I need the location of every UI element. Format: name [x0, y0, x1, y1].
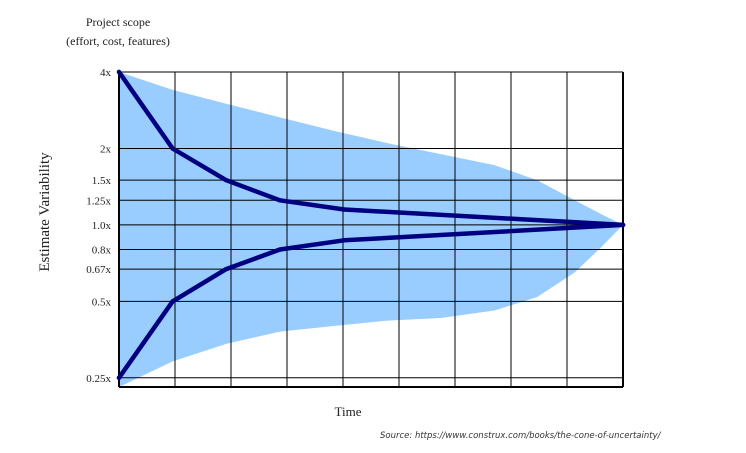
series-point-lower — [224, 266, 229, 272]
y-tick-label: 1.5x — [92, 175, 112, 187]
y-tick-label: 0.67x — [86, 264, 111, 276]
series-line-lower — [116, 222, 626, 381]
series-point-lower — [277, 247, 283, 252]
series-point-upper — [170, 146, 175, 151]
y-tick-label: 0.25x — [86, 373, 111, 385]
y-tick-label: 1.0x — [92, 220, 112, 232]
y-axis-label: Estimate Variability — [37, 152, 53, 272]
y-tick-label: 2x — [100, 144, 112, 156]
y-tick-label: 0.5x — [92, 296, 112, 308]
y-tick-label: 4x — [100, 67, 112, 79]
series-point-upper — [277, 198, 283, 203]
series-point-lower — [116, 375, 122, 381]
source-caption: Source: https://www.construx.com/books/t… — [380, 431, 661, 441]
series-point-lower — [170, 299, 175, 304]
chart-subtitle: (effort, cost, features) — [66, 34, 170, 48]
uncertainty-envelope — [119, 72, 623, 387]
chart-title: Project scope — [86, 15, 150, 29]
x-axis-label: Time — [335, 404, 362, 419]
y-tick-label: 0.8x — [92, 245, 112, 257]
series-line-upper — [116, 69, 626, 228]
series-point-upper — [341, 207, 347, 212]
y-tick-label: 1.25x — [86, 195, 111, 207]
series-point-lower — [341, 238, 347, 243]
series-point-upper — [224, 177, 229, 183]
series-point-lower — [620, 222, 626, 228]
series-point-upper — [116, 69, 122, 75]
